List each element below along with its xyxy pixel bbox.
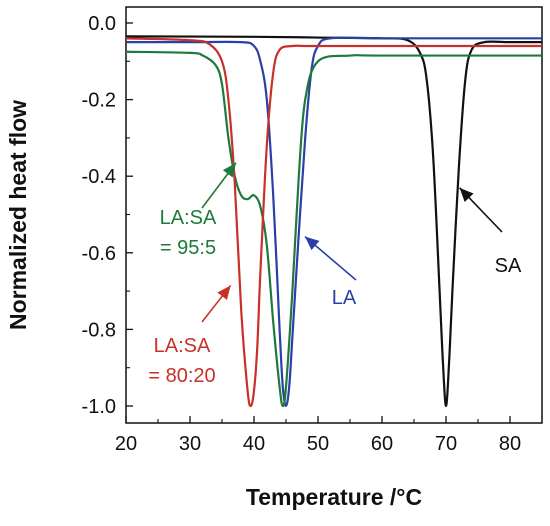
x-tick-label-80: 80: [499, 433, 521, 455]
annotations: SA LA LA:SA = 95:5 LA:SA = 80:20: [148, 162, 522, 387]
y-tick-label: -0.6: [82, 243, 116, 265]
annotation-label-3: = 80:20: [148, 365, 215, 387]
x-tick-label-40: 40: [243, 433, 265, 455]
y-axis-title: Normalized heat flow: [5, 100, 31, 330]
annotation-label-2: LA:SA: [160, 207, 217, 229]
annotation-arrowhead-2: [222, 162, 236, 178]
annotation-arrowhead-1: [305, 236, 320, 251]
x-tick-label-30: 30: [179, 433, 201, 455]
series-line-1: [126, 36, 542, 408]
series-line-2: [126, 50, 542, 408]
x-tick-label-50: 50: [307, 433, 329, 455]
x-tick-label-70: 70: [435, 433, 457, 455]
annotation-label-0: SA: [495, 255, 522, 277]
x-tick-label-60: 60: [371, 433, 393, 455]
annotation-label-1: LA: [332, 287, 357, 309]
x-tick-label-20: 20: [115, 433, 137, 455]
axis-tick-labels: 20 30 40 50 60 70 80 0.0 -0.2 -0.4 -0.6 -0.8 -1.0: [82, 13, 522, 455]
annotation-label-2: = 95:5: [160, 237, 216, 259]
annotation-arrowhead-0: [459, 187, 474, 202]
series-curves: [126, 35, 542, 408]
y-tick-label: -0.8: [82, 319, 116, 341]
y-tick-label: -1.0: [82, 396, 116, 418]
axis-ticks: [125, 22, 511, 423]
x-axis-title: Temperature /°C: [246, 484, 422, 510]
y-tick-label: -0.4: [82, 166, 116, 188]
annotation-arrowhead-3: [217, 285, 231, 300]
y-tick-label: -0.2: [82, 90, 116, 112]
annotation-label-3: LA:SA: [154, 335, 211, 357]
y-tick-label: 0.0: [88, 13, 116, 35]
series-line-3: [126, 37, 542, 408]
